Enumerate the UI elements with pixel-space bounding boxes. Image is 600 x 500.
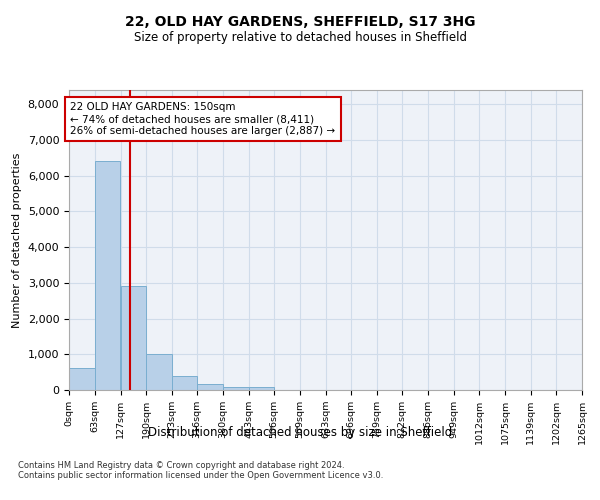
Y-axis label: Number of detached properties: Number of detached properties [12,152,22,328]
Bar [121,286,146,390]
Text: Contains HM Land Registry data © Crown copyright and database right 2024.: Contains HM Land Registry data © Crown c… [18,462,344,470]
Bar [69,368,95,390]
Bar [95,160,120,390]
Bar [146,354,172,390]
Text: Size of property relative to detached houses in Sheffield: Size of property relative to detached ho… [133,31,467,44]
Bar [248,387,274,390]
Bar [172,376,197,390]
Text: Contains public sector information licensed under the Open Government Licence v3: Contains public sector information licen… [18,472,383,480]
Text: 22, OLD HAY GARDENS, SHEFFIELD, S17 3HG: 22, OLD HAY GARDENS, SHEFFIELD, S17 3HG [125,16,475,30]
Text: Distribution of detached houses by size in Sheffield: Distribution of detached houses by size … [148,426,452,439]
Text: 22 OLD HAY GARDENS: 150sqm
← 74% of detached houses are smaller (8,411)
26% of s: 22 OLD HAY GARDENS: 150sqm ← 74% of deta… [70,102,335,136]
Bar [223,386,248,390]
Bar [197,384,223,390]
